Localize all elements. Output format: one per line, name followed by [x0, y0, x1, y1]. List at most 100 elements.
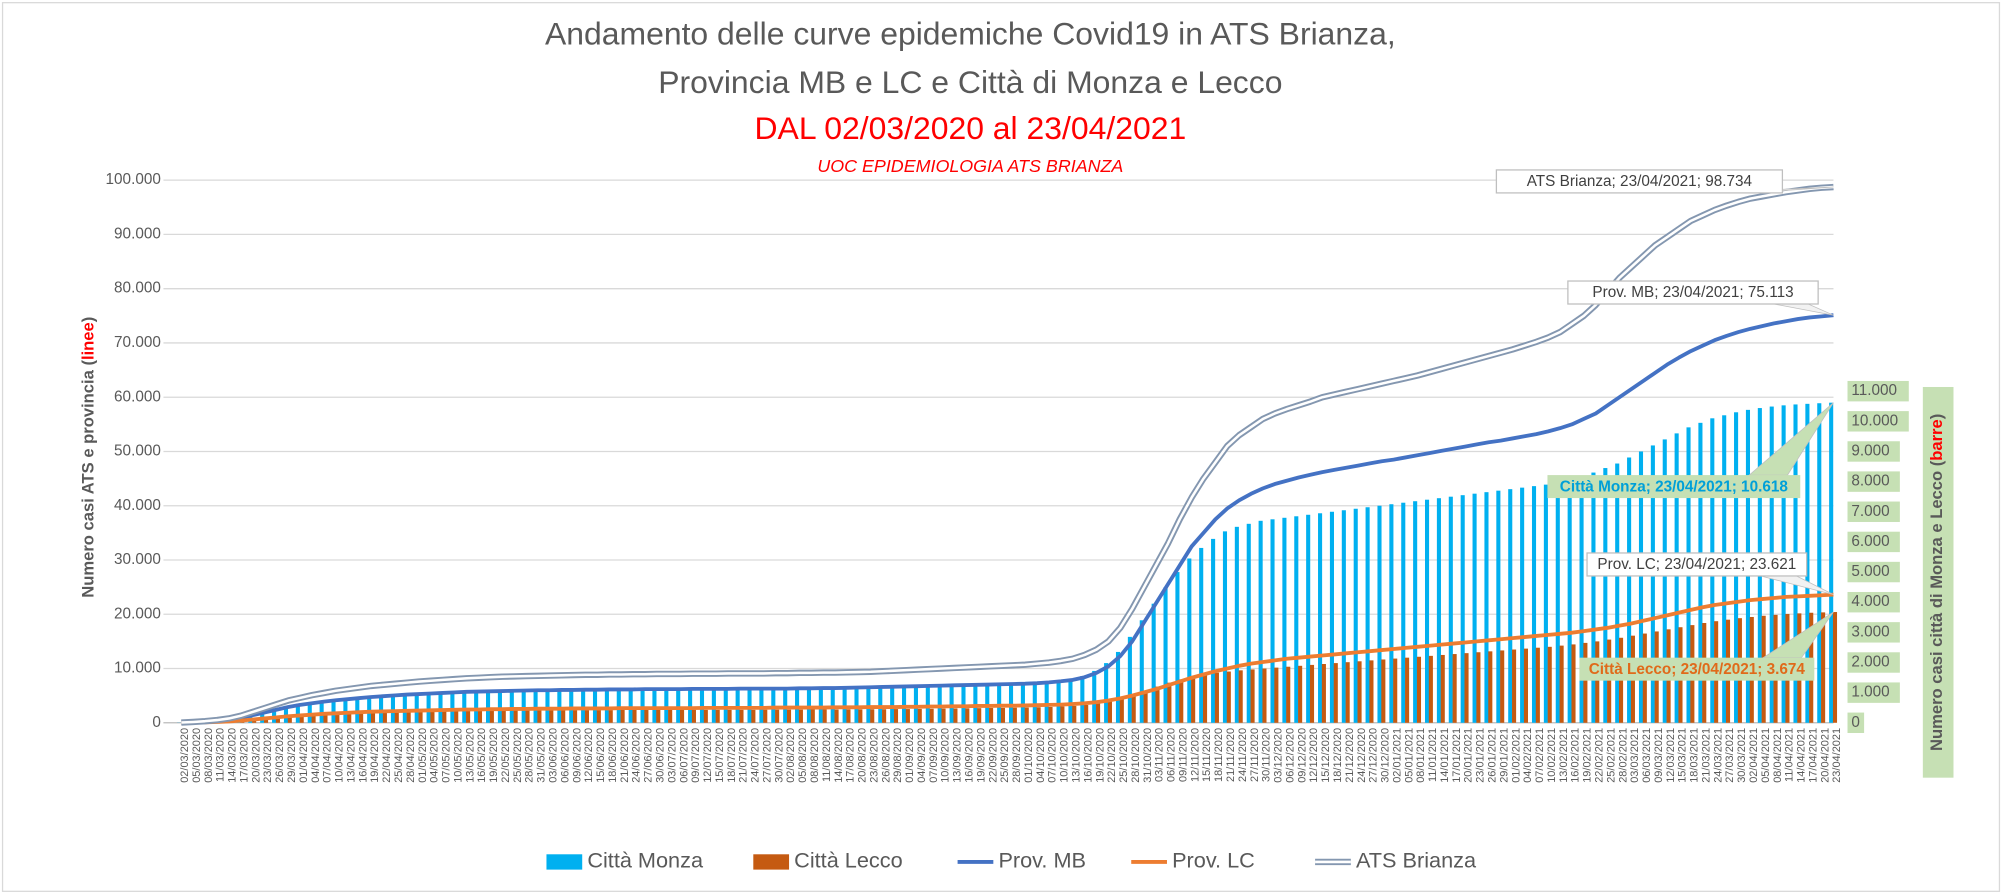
bar [343, 698, 348, 723]
x-tick-label: 12/11/2020 [1189, 728, 1201, 782]
x-tick-label: 04/10/2020 [1035, 728, 1047, 783]
bar [1615, 463, 1620, 723]
x-tick-label: 15/06/2020 [595, 728, 607, 783]
x-tick-label: 17/01/2021 [1451, 728, 1463, 783]
x-tick-label: 19/10/2020 [1094, 728, 1106, 783]
bar [1318, 513, 1323, 723]
x-tick-label: 24/12/2020 [1356, 728, 1368, 783]
bar [917, 708, 922, 723]
bar [382, 711, 387, 723]
y-axis-label: Numero casi ATS e provincia (linee) [79, 317, 98, 598]
bar [1246, 523, 1251, 723]
bar [485, 691, 491, 723]
x-tick-label: 19/05/2020 [488, 728, 500, 783]
y2-axis-label-bg [1922, 386, 1954, 778]
bar [1353, 508, 1358, 723]
x-tick-label: 25/05/2020 [512, 728, 524, 783]
bar [1496, 490, 1501, 723]
bar [1012, 707, 1017, 723]
bar [573, 710, 578, 723]
y-tick-label: 30.000 [114, 551, 161, 568]
y2-tick-label: 7.000 [1851, 503, 1889, 520]
bar [426, 693, 431, 723]
bar [1044, 682, 1049, 723]
bar [1817, 403, 1822, 723]
x-tick-label: 17/08/2020 [845, 728, 857, 783]
bar [1428, 655, 1433, 723]
x-tick-label: 05/01/2021 [1403, 728, 1415, 783]
x-tick-label: 09/11/2020 [1177, 728, 1189, 782]
bar [299, 714, 304, 723]
x-tick-label: 11/03/2020 [215, 728, 227, 782]
x-tick-label: 17/04/2021 [1807, 728, 1819, 783]
bar [319, 700, 324, 723]
x-tick-label: 01/02/2021 [1510, 728, 1522, 783]
bar [497, 691, 502, 723]
bar [462, 692, 467, 723]
bar [513, 710, 518, 723]
bar [1413, 501, 1418, 723]
bar [1000, 707, 1006, 723]
x-tick-label: 11/01/2021 [1427, 728, 1439, 782]
x-tick-label: 12/07/2020 [702, 728, 714, 783]
x-tick-label: 22/10/2020 [1106, 728, 1118, 783]
x-tick-label: 16/05/2020 [476, 728, 488, 783]
x-tick-label: 21/12/2020 [1344, 728, 1356, 783]
bar [1234, 526, 1239, 723]
bar [1214, 672, 1219, 723]
x-tick-label: 02/08/2020 [785, 728, 797, 783]
x-tick-label: 06/07/2020 [678, 728, 690, 783]
bar [1559, 645, 1564, 723]
bar [1175, 572, 1180, 723]
bar [367, 696, 372, 723]
x-tick-label: 28/04/2020 [405, 728, 417, 783]
y2-tick-bg [1847, 652, 1900, 673]
line [181, 313, 1834, 725]
bar [763, 709, 768, 723]
x-tick-label: 23/01/2021 [1475, 728, 1487, 783]
x-tick-label: 13/09/2020 [952, 728, 964, 783]
x-tick-label: 22/05/2020 [500, 728, 512, 783]
annotation-box [1547, 475, 1801, 499]
x-tick-label: 16/10/2020 [1082, 728, 1094, 783]
x-tick-label: 18/11/2020 [1213, 728, 1225, 782]
y2-tick-bg [1847, 531, 1900, 553]
x-tick-label: 10/04/2020 [334, 728, 346, 783]
bar [1167, 682, 1172, 723]
bar [347, 712, 352, 723]
y2-tick-bg [1847, 591, 1900, 613]
bar [846, 709, 851, 723]
x-tick-label: 23/08/2020 [868, 728, 880, 783]
bar [1333, 663, 1338, 723]
bar [798, 709, 803, 723]
bar [1357, 661, 1362, 723]
bar [1056, 681, 1061, 723]
x-tick-label: 19/02/2021 [1582, 728, 1594, 783]
bar [1321, 664, 1326, 723]
x-tick-label: 04/02/2021 [1522, 728, 1534, 783]
bar [430, 711, 435, 723]
bar [941, 708, 946, 723]
x-tick-label: 01/09/2020 [904, 728, 916, 783]
line-inner [181, 185, 1834, 724]
bar [418, 711, 423, 723]
annotation-box [1495, 169, 1784, 194]
x-tick-label: 21/07/2020 [738, 728, 750, 783]
bar [359, 712, 364, 723]
bar [1472, 493, 1477, 723]
bar [1329, 511, 1334, 723]
y2-tick-bg [1847, 682, 1900, 703]
legend-label: Città Monza [587, 848, 704, 873]
x-tick-label: 01/10/2020 [1023, 728, 1035, 783]
x-tick-label: 06/03/2021 [1641, 728, 1653, 783]
x-tick-label: 31/05/2020 [536, 728, 548, 783]
x-tick-label: 02/03/2020 [179, 728, 191, 783]
x-tick-label: 02/01/2021 [1391, 728, 1403, 783]
bar [1211, 538, 1216, 723]
x-tick-label: 19/09/2020 [975, 728, 987, 783]
bar [1104, 663, 1109, 723]
x-tick-label: 10/10/2020 [1059, 728, 1071, 783]
bar [727, 709, 732, 723]
x-tick-label: 28/05/2020 [524, 728, 536, 783]
